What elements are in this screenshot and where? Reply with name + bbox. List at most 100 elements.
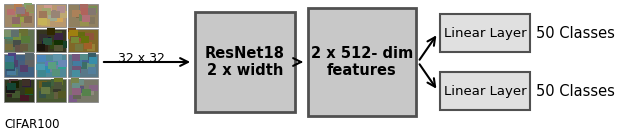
Bar xyxy=(42,66,50,73)
Text: 32 x 32: 32 x 32 xyxy=(118,51,165,65)
FancyBboxPatch shape xyxy=(440,14,530,52)
Bar xyxy=(77,32,85,38)
Bar xyxy=(22,80,31,87)
Bar xyxy=(25,89,33,95)
Bar xyxy=(81,20,89,26)
Bar xyxy=(54,45,63,51)
Text: Linear Layer: Linear Layer xyxy=(444,84,526,98)
Bar xyxy=(68,4,98,27)
Bar xyxy=(90,84,98,91)
Bar xyxy=(76,34,85,41)
Bar xyxy=(72,58,80,65)
Bar xyxy=(76,78,84,85)
Bar xyxy=(10,69,19,76)
Text: Linear Layer: Linear Layer xyxy=(444,26,526,40)
Bar xyxy=(72,86,80,93)
Bar xyxy=(82,15,90,22)
Bar xyxy=(4,79,34,102)
Bar xyxy=(71,78,79,85)
Bar xyxy=(47,62,56,69)
Bar xyxy=(52,89,61,95)
Bar xyxy=(58,62,66,69)
Bar xyxy=(74,44,83,51)
Bar xyxy=(4,44,13,50)
Bar xyxy=(42,87,50,94)
Bar xyxy=(50,65,58,72)
Bar xyxy=(36,79,66,102)
Bar xyxy=(9,79,18,86)
Bar xyxy=(12,20,20,27)
Bar xyxy=(47,10,56,17)
Bar xyxy=(42,82,51,88)
Bar xyxy=(88,8,96,15)
Bar xyxy=(38,12,47,18)
Bar xyxy=(81,8,90,15)
Bar xyxy=(26,5,35,12)
FancyBboxPatch shape xyxy=(195,12,295,112)
Bar xyxy=(70,36,79,43)
Bar xyxy=(77,89,86,96)
Bar xyxy=(85,33,93,40)
Bar xyxy=(88,6,97,13)
Bar xyxy=(24,3,33,10)
Bar xyxy=(87,63,95,70)
Bar xyxy=(72,88,81,95)
Bar xyxy=(49,92,58,99)
Bar xyxy=(88,53,96,60)
Bar xyxy=(4,32,13,39)
Bar xyxy=(22,79,30,86)
Bar xyxy=(6,62,14,69)
Bar xyxy=(72,83,80,90)
Bar xyxy=(20,95,29,102)
Bar xyxy=(69,95,77,102)
Bar xyxy=(39,34,47,41)
Bar xyxy=(11,32,19,39)
Bar xyxy=(20,9,29,16)
Bar xyxy=(54,38,63,45)
Bar xyxy=(17,10,26,17)
Bar xyxy=(13,40,21,47)
Bar xyxy=(16,15,24,22)
Bar xyxy=(72,70,80,77)
Bar xyxy=(88,67,96,73)
Bar xyxy=(7,68,15,75)
Bar xyxy=(74,60,82,67)
Bar xyxy=(72,10,81,17)
Bar xyxy=(7,67,15,73)
FancyBboxPatch shape xyxy=(308,8,416,116)
Bar xyxy=(72,66,81,73)
Bar xyxy=(39,91,47,98)
Bar xyxy=(21,36,29,43)
Bar xyxy=(9,60,18,67)
Bar xyxy=(58,60,67,67)
Bar xyxy=(51,79,59,86)
Bar xyxy=(12,91,20,98)
Bar xyxy=(15,45,24,52)
Bar xyxy=(41,85,49,92)
Text: ResNet18
2 x width: ResNet18 2 x width xyxy=(205,46,285,78)
Bar xyxy=(38,70,46,77)
Bar xyxy=(6,86,15,93)
Bar xyxy=(44,5,52,12)
Bar xyxy=(45,92,54,99)
Bar xyxy=(38,18,47,25)
Bar xyxy=(82,60,90,67)
Bar xyxy=(38,66,47,73)
Bar xyxy=(52,69,60,76)
Bar xyxy=(55,15,63,22)
Bar xyxy=(42,8,51,15)
Bar xyxy=(37,44,45,51)
Bar xyxy=(53,54,62,61)
Bar xyxy=(7,90,15,97)
Bar xyxy=(7,83,15,90)
Bar xyxy=(73,92,81,99)
Bar xyxy=(58,92,66,98)
Bar xyxy=(89,57,97,64)
Bar xyxy=(79,14,88,21)
Bar xyxy=(54,78,63,85)
Bar xyxy=(4,30,13,36)
Bar xyxy=(58,41,67,48)
Bar xyxy=(68,32,77,39)
Bar xyxy=(19,29,28,36)
Bar xyxy=(81,36,90,42)
